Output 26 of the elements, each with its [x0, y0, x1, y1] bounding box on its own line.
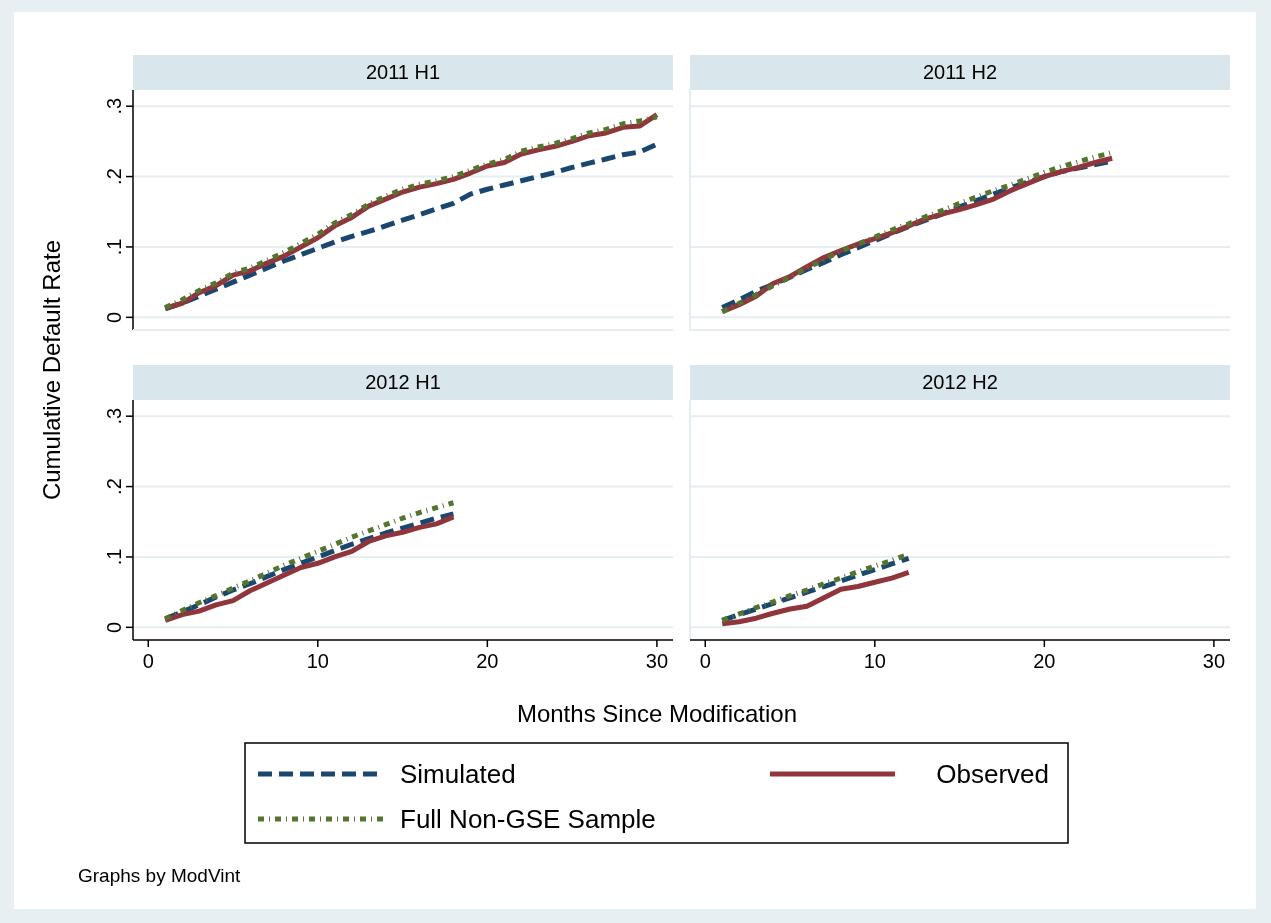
x-tick-label: 10	[306, 650, 329, 672]
x-tick-label: 0	[699, 650, 711, 672]
x-tick-label: 30	[1202, 650, 1226, 672]
chart-title: 2011 H2	[922, 61, 998, 83]
y-tick-label: .3	[103, 97, 125, 115]
y-tick-label: .2	[103, 168, 125, 185]
y-tick-label: .1	[103, 238, 125, 256]
chart-title: 2011 H1	[365, 61, 441, 83]
x-axis-title: Months Since Modification	[516, 700, 798, 727]
chart-title: 2012 H2	[922, 371, 998, 393]
x-tick-label: 10	[863, 650, 886, 672]
x-tick-label: 30	[645, 650, 669, 672]
y-tick-label: .3	[103, 407, 125, 425]
legend-label: Full Non-GSE Sample	[400, 804, 656, 834]
x-tick-label: 0	[142, 650, 154, 672]
y-tick-label: .1	[103, 548, 125, 566]
legend-label: Observed	[936, 759, 1049, 789]
y-tick-label: .2	[103, 478, 125, 495]
y-tick-label: 0	[103, 311, 125, 323]
chart-title: 2012 H1	[365, 371, 441, 393]
x-tick-label: 20	[1033, 650, 1056, 672]
text: Graphs by ModVint	[78, 865, 242, 886]
y-tick-label: 0	[103, 621, 125, 633]
x-tick-label: 20	[476, 650, 499, 672]
y-axis-title: Cumulative Default Rate	[38, 239, 65, 501]
legend-label: Simulated	[400, 759, 516, 789]
